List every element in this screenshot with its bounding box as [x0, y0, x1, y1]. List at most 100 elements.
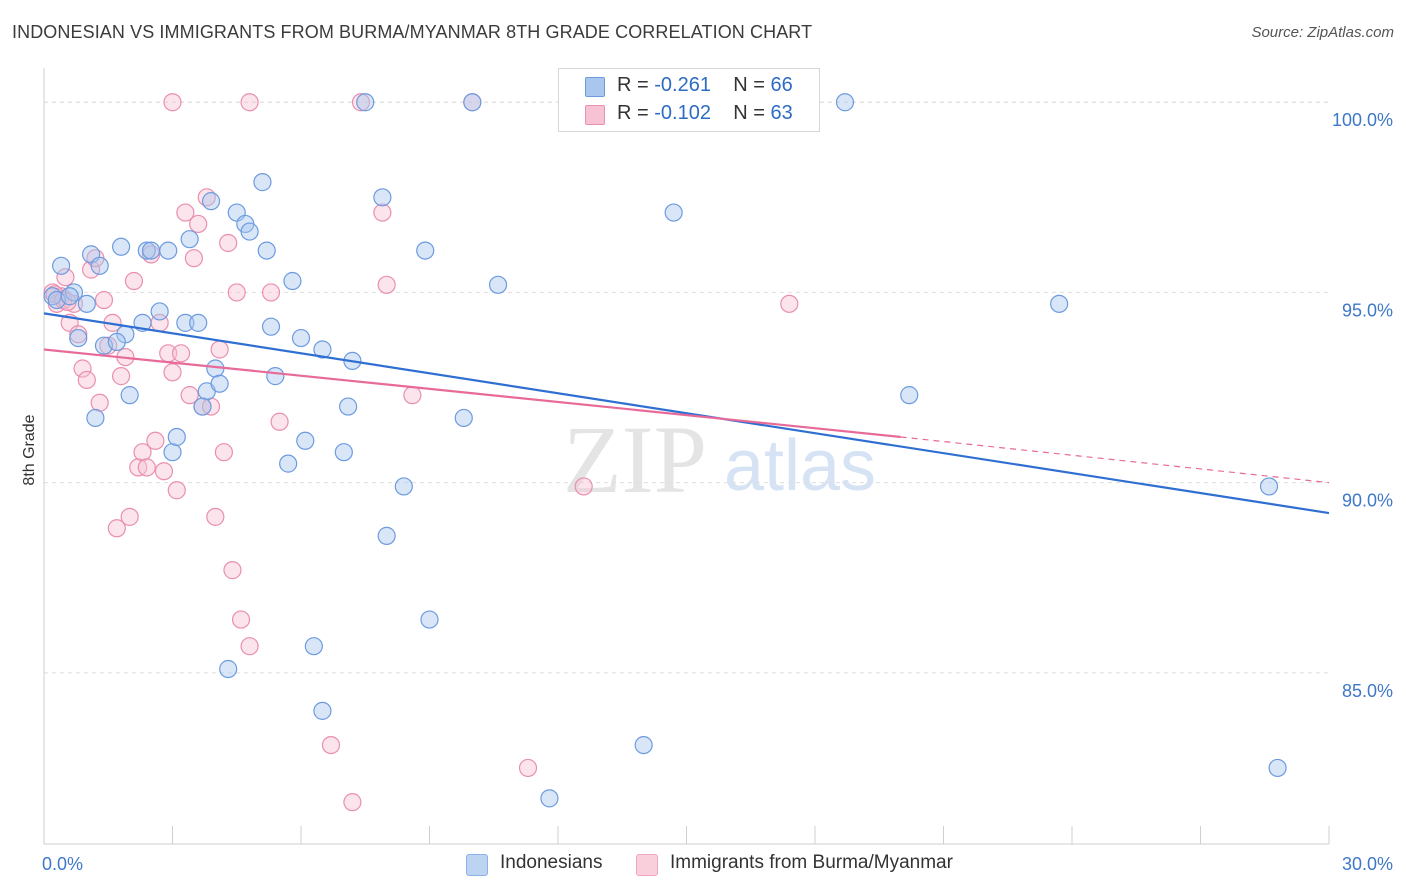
data-point-burma — [107, 519, 126, 538]
data-point-burma — [163, 93, 182, 112]
data-point-indonesians — [69, 328, 88, 348]
y-tick-label: 95.0% — [1342, 300, 1393, 320]
legend-swatch-indonesians — [466, 854, 488, 876]
tick-labels: 85.0% 90.0% 95.0% 100.0% 0.0% 30.0% — [42, 110, 1393, 874]
data-point-indonesians — [193, 397, 212, 416]
x-tick-label-min: 0.0% — [42, 854, 83, 874]
data-point-indonesians — [463, 93, 482, 112]
data-point-burma — [163, 363, 182, 382]
data-point-indonesians — [257, 241, 276, 260]
y-tick-label: 85.0% — [1342, 681, 1393, 701]
data-point-indonesians — [176, 313, 195, 332]
trend-line-burma — [43, 348, 901, 439]
data-point-indonesians — [163, 443, 182, 462]
data-point-burma — [167, 481, 186, 500]
y-tick-label: 90.0% — [1342, 491, 1393, 511]
data-point-indonesians — [137, 241, 156, 260]
data-point-burma — [111, 367, 131, 386]
data-point-indonesians — [189, 313, 208, 332]
data-point-indonesians — [488, 275, 508, 294]
data-point-indonesians — [77, 294, 96, 313]
data-point-burma — [240, 93, 259, 112]
data-point-indonesians — [60, 287, 79, 306]
legend-swatch-burma — [636, 854, 658, 876]
correlation-legend: R = -0.261 N = 66 R = -0.102 N = 63 — [558, 68, 820, 132]
data-point-indonesians — [356, 93, 375, 112]
data-point-indonesians — [219, 659, 238, 679]
data-point-indonesians — [291, 328, 311, 348]
data-point-burma — [184, 249, 204, 268]
data-point-burma — [231, 610, 251, 629]
legend-swatch-pink — [585, 105, 605, 125]
data-point-indonesians — [1268, 758, 1287, 778]
data-point-burma — [176, 203, 195, 222]
r-value: -0.261 — [654, 74, 711, 96]
trend-lines — [43, 312, 1330, 515]
data-point-burma — [227, 283, 246, 302]
data-point-indonesians — [159, 241, 178, 260]
data-point-indonesians — [540, 789, 559, 808]
watermark: ZIP atlas — [563, 406, 876, 513]
data-point-indonesians — [900, 386, 919, 405]
legend-label-indonesians: Indonesians — [500, 852, 603, 873]
data-point-indonesians — [664, 203, 683, 222]
data-point-indonesians — [240, 222, 259, 241]
data-point-burma — [206, 507, 225, 526]
data-point-indonesians — [377, 526, 396, 545]
data-point-burma — [69, 325, 88, 344]
data-point-indonesians — [283, 271, 302, 291]
watermark-atlas: atlas — [724, 426, 876, 506]
n-label: N = — [733, 102, 765, 124]
chart-source: Source: ZipAtlas.com — [1251, 24, 1394, 41]
data-point-burma — [373, 203, 392, 222]
data-point-burma — [99, 336, 118, 355]
watermark-zip: ZIP — [563, 406, 707, 513]
axes — [43, 68, 1330, 845]
data-point-burma — [171, 344, 191, 363]
data-point-indonesians — [279, 454, 298, 473]
data-point-burma — [189, 214, 208, 234]
data-point-indonesians — [313, 340, 332, 359]
data-point-indonesians — [304, 637, 323, 656]
data-point-burma — [377, 275, 396, 294]
legend-text-burma: R = -0.102 N = 63 — [617, 102, 793, 125]
x-tick-label-max: 30.0% — [1342, 854, 1393, 874]
data-point-indonesians — [261, 317, 281, 336]
trend-line-indonesians — [43, 312, 1330, 515]
legend-swatch-blue — [585, 77, 605, 97]
data-point-indonesians — [86, 408, 105, 428]
data-point-indonesians — [210, 374, 229, 393]
r-label: R = — [617, 74, 649, 96]
data-point-indonesians — [1259, 477, 1279, 496]
data-point-burma — [90, 393, 109, 412]
data-point-indonesians — [201, 192, 221, 211]
chart-title: INDONESIAN VS IMMIGRANTS FROM BURMA/MYAN… — [12, 22, 813, 42]
y-tick-label: 100.0% — [1332, 110, 1393, 130]
data-point-indonesians — [111, 237, 131, 256]
n-value: 63 — [770, 102, 793, 124]
data-point-indonesians — [373, 188, 392, 207]
series-legend: Indonesians Immigrants from Burma/Myanma… — [0, 852, 1406, 876]
data-point-indonesians — [454, 408, 473, 428]
data-point-burma — [270, 412, 289, 431]
data-point-indonesians — [296, 431, 315, 450]
data-point-burma — [214, 443, 233, 462]
trend-line-burma-extension — [900, 436, 1330, 484]
data-point-indonesians — [339, 397, 358, 416]
data-point-burma — [154, 462, 174, 481]
data-point-indonesians — [180, 230, 199, 249]
data-point-burma — [321, 735, 341, 755]
data-point-burma — [351, 93, 371, 112]
r-value: -0.102 — [654, 102, 711, 124]
data-point-indonesians — [634, 735, 653, 755]
data-point-indonesians — [120, 386, 139, 405]
data-point-burma — [94, 290, 114, 310]
series-indonesians-points — [43, 93, 1287, 808]
data-point-burma — [261, 283, 281, 302]
data-point-indonesians — [90, 256, 109, 275]
n-label: N = — [733, 74, 765, 96]
data-point-indonesians — [150, 302, 169, 321]
data-point-indonesians — [420, 610, 439, 629]
data-point-indonesians — [107, 332, 126, 351]
